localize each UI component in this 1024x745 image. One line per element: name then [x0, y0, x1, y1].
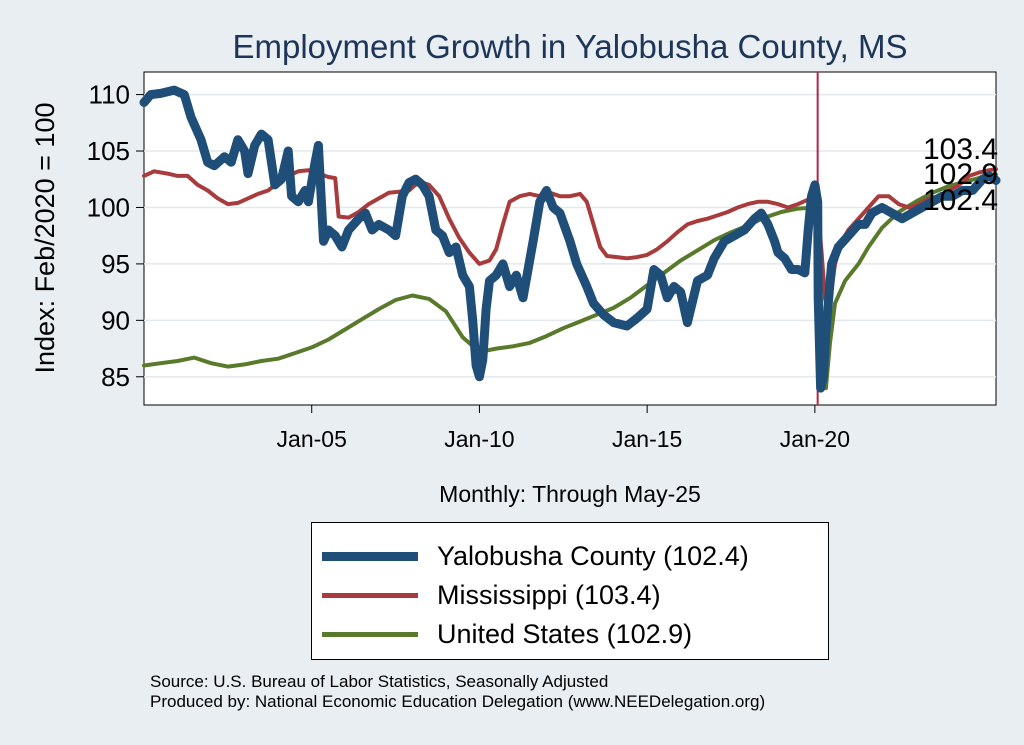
y-tick-label: 110: [89, 80, 130, 110]
y-tick-label: 90: [101, 305, 130, 335]
y-axis: 85 90 95 100 105 110: [87, 80, 144, 392]
y-tick-label: 100: [87, 192, 130, 222]
series-line-yalobusha: [139, 85, 1001, 393]
legend-swatch-yalobusha: [322, 552, 418, 561]
x-tick-label: Jan-10: [444, 426, 514, 452]
y-tick-label: 85: [101, 362, 130, 392]
series-layer: [139, 85, 1001, 393]
legend-label-mississippi: Mississippi (103.4): [437, 580, 661, 610]
end-value-label: 103.4: [923, 133, 998, 166]
legend-swatch-united-states: [322, 632, 418, 637]
end-value-label: 102.4: [923, 184, 998, 217]
legend-label-yalobusha: Yalobusha County (102.4): [437, 541, 749, 571]
x-tick-label: Jan-15: [612, 426, 682, 452]
y-tick-label: 95: [101, 249, 130, 279]
x-axis: Jan-05 Jan-10 Jan-15 Jan-20: [277, 405, 850, 452]
y-axis-label: Index: Feb/2020 = 100: [30, 103, 60, 374]
legend-item-united-states: United States (102.9): [322, 617, 822, 651]
x-tick-label: Jan-20: [780, 426, 850, 452]
source-note: Source: U.S. Bureau of Labor Statistics,…: [150, 672, 765, 712]
chart-title: Employment Growth in Yalobusha County, M…: [233, 28, 908, 65]
end-value-label: 102.9: [923, 158, 998, 191]
source-line: Source: U.S. Bureau of Labor Statistics,…: [150, 672, 609, 691]
x-tick-label: Jan-05: [277, 426, 347, 452]
series-line-united-states: [142, 172, 998, 391]
x-axis-label: Monthly: Through May-25: [439, 481, 701, 507]
legend-item-yalobusha: Yalobusha County (102.4): [322, 539, 822, 573]
legend: Yalobusha County (102.4) Mississippi (10…: [311, 522, 829, 660]
y-tick-label: 105: [87, 136, 130, 166]
legend-swatch-mississippi: [322, 593, 418, 598]
producer-line: Produced by: National Economic Education…: [150, 692, 766, 711]
grid-lines: [144, 93, 996, 378]
legend-label-united-states: United States (102.9): [437, 619, 693, 649]
legend-item-mississippi: Mississippi (103.4): [322, 578, 822, 612]
